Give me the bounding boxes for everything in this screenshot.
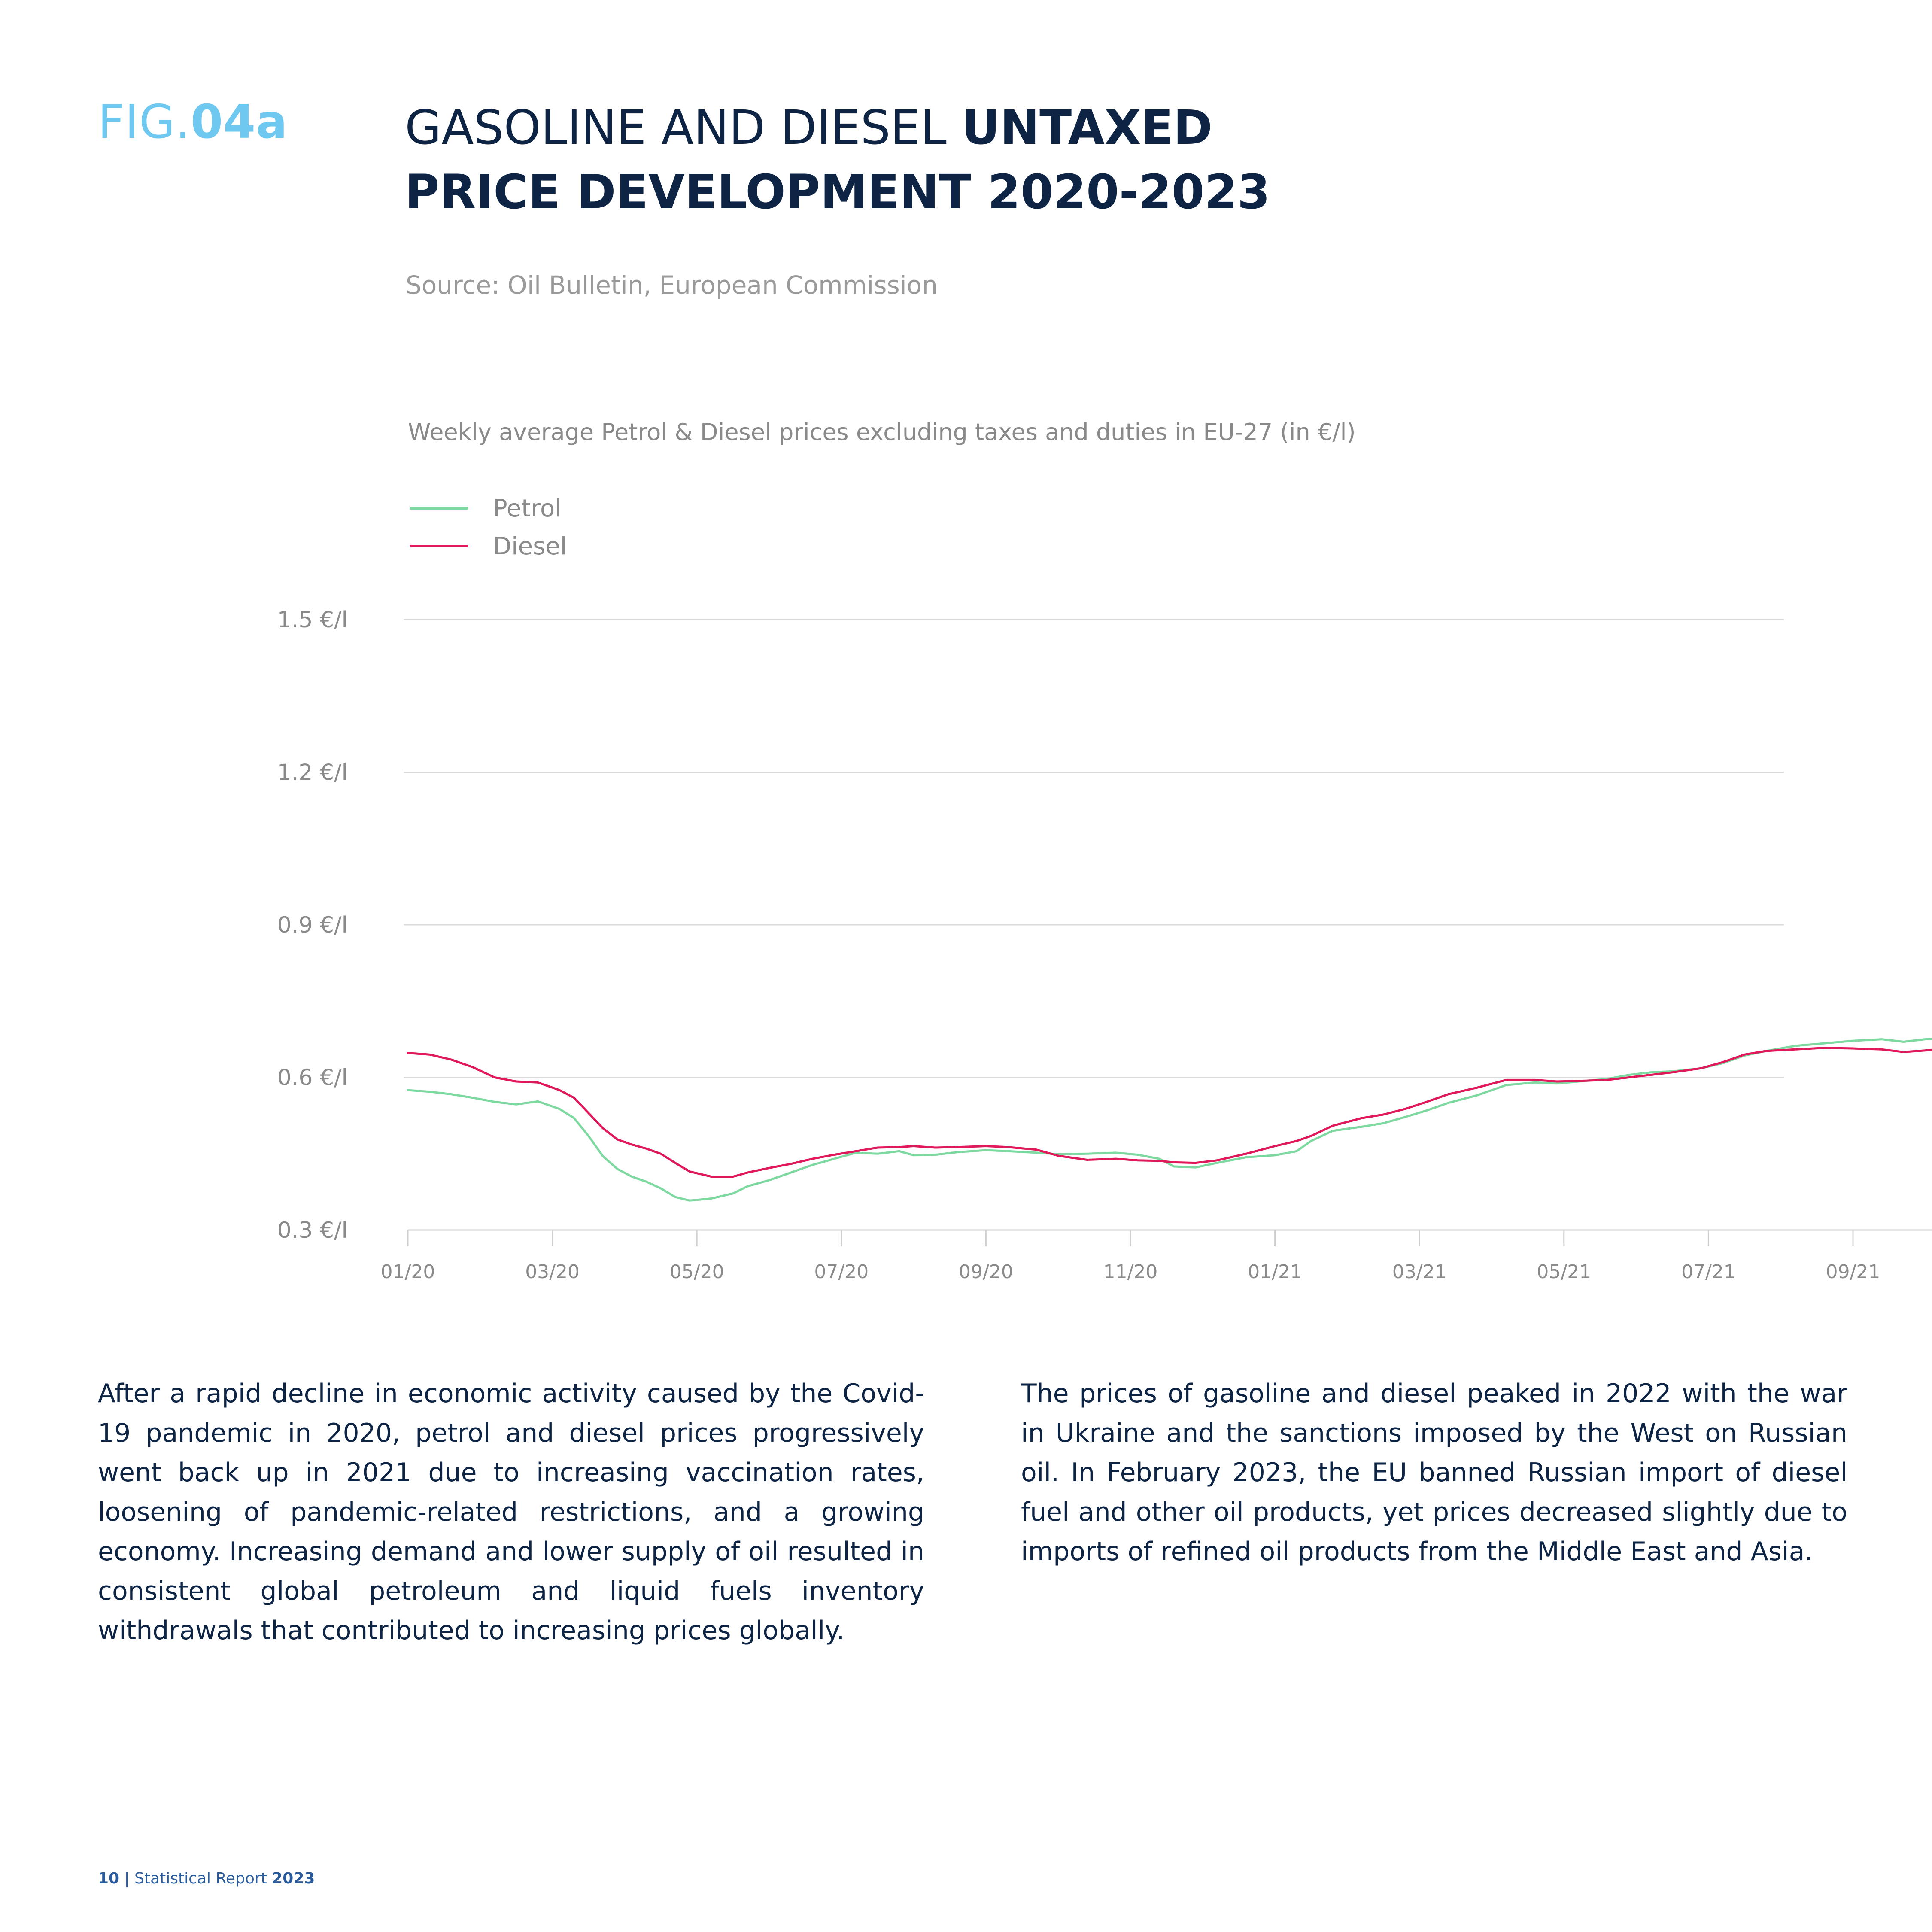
x-tick-label: 09/21 — [1826, 1261, 1880, 1283]
series-line-diesel — [407, 1047, 1932, 1178]
report-name: Statistical Report — [134, 1870, 272, 1887]
x-tick-label: 03/20 — [525, 1261, 580, 1283]
x-tick-label: 01/21 — [1248, 1261, 1302, 1283]
x-tick-label: 03/21 — [1392, 1261, 1447, 1283]
x-tick-label: 07/21 — [1681, 1261, 1736, 1283]
x-tick-label: 07/20 — [814, 1261, 869, 1283]
title-bold: UNTAXED — [961, 100, 1213, 155]
legend-label-diesel: Diesel — [493, 532, 567, 560]
x-tick-label: 01/20 — [381, 1261, 435, 1283]
page-title: GASOLINE AND DIESEL UNTAXED PRICE DEVELO… — [405, 95, 1349, 224]
x-tick-label: 05/21 — [1537, 1261, 1591, 1283]
title-line2: PRICE DEVELOPMENT 2020-2023 — [405, 164, 1270, 219]
y-tick-label: 1.5 €/l — [277, 607, 348, 633]
page-footer: 10 | Statistical Report 2023 — [98, 1870, 315, 1887]
title-regular: GASOLINE AND DIESEL — [405, 100, 962, 155]
body-paragraph-1: After a rapid decline in economic activi… — [98, 1379, 924, 1646]
page-number: 10 — [98, 1870, 120, 1887]
legend-label-petrol: Petrol — [493, 494, 562, 522]
body-paragraph-2: The prices of gasoline and diesel peaked… — [1021, 1379, 1847, 1567]
legend-item-diesel: Diesel — [410, 527, 567, 565]
series-line-petrol — [407, 1038, 1932, 1202]
y-tick-label: 1.2 €/l — [277, 760, 348, 786]
y-tick-label: 0.3 €/l — [277, 1218, 348, 1243]
x-tick-label: 09/20 — [959, 1261, 1013, 1283]
y-tick-label: 0.9 €/l — [277, 912, 348, 938]
x-tick-label: 05/20 — [670, 1261, 724, 1283]
y-tick-label: 0.6 €/l — [277, 1065, 348, 1091]
report-year: 2023 — [272, 1870, 315, 1887]
source-note: Source: Oil Bulletin, European Commissio… — [406, 270, 938, 300]
chart-title: Weekly average Petrol & Diesel prices ex… — [408, 419, 1356, 446]
legend-swatch-petrol — [410, 507, 468, 510]
legend-swatch-diesel — [410, 545, 468, 547]
line-chart: 1.5 €/l 1.2 €/l 0.9 €/l 0.6 €/l 0.3 €/l 01/20… — [277, 607, 1932, 1283]
chart-legend: Petrol Diesel — [410, 489, 567, 565]
figure-number: FIG.04a — [98, 95, 288, 149]
legend-item-petrol: Petrol — [410, 489, 567, 527]
x-tick-label: 11/20 — [1103, 1261, 1158, 1283]
